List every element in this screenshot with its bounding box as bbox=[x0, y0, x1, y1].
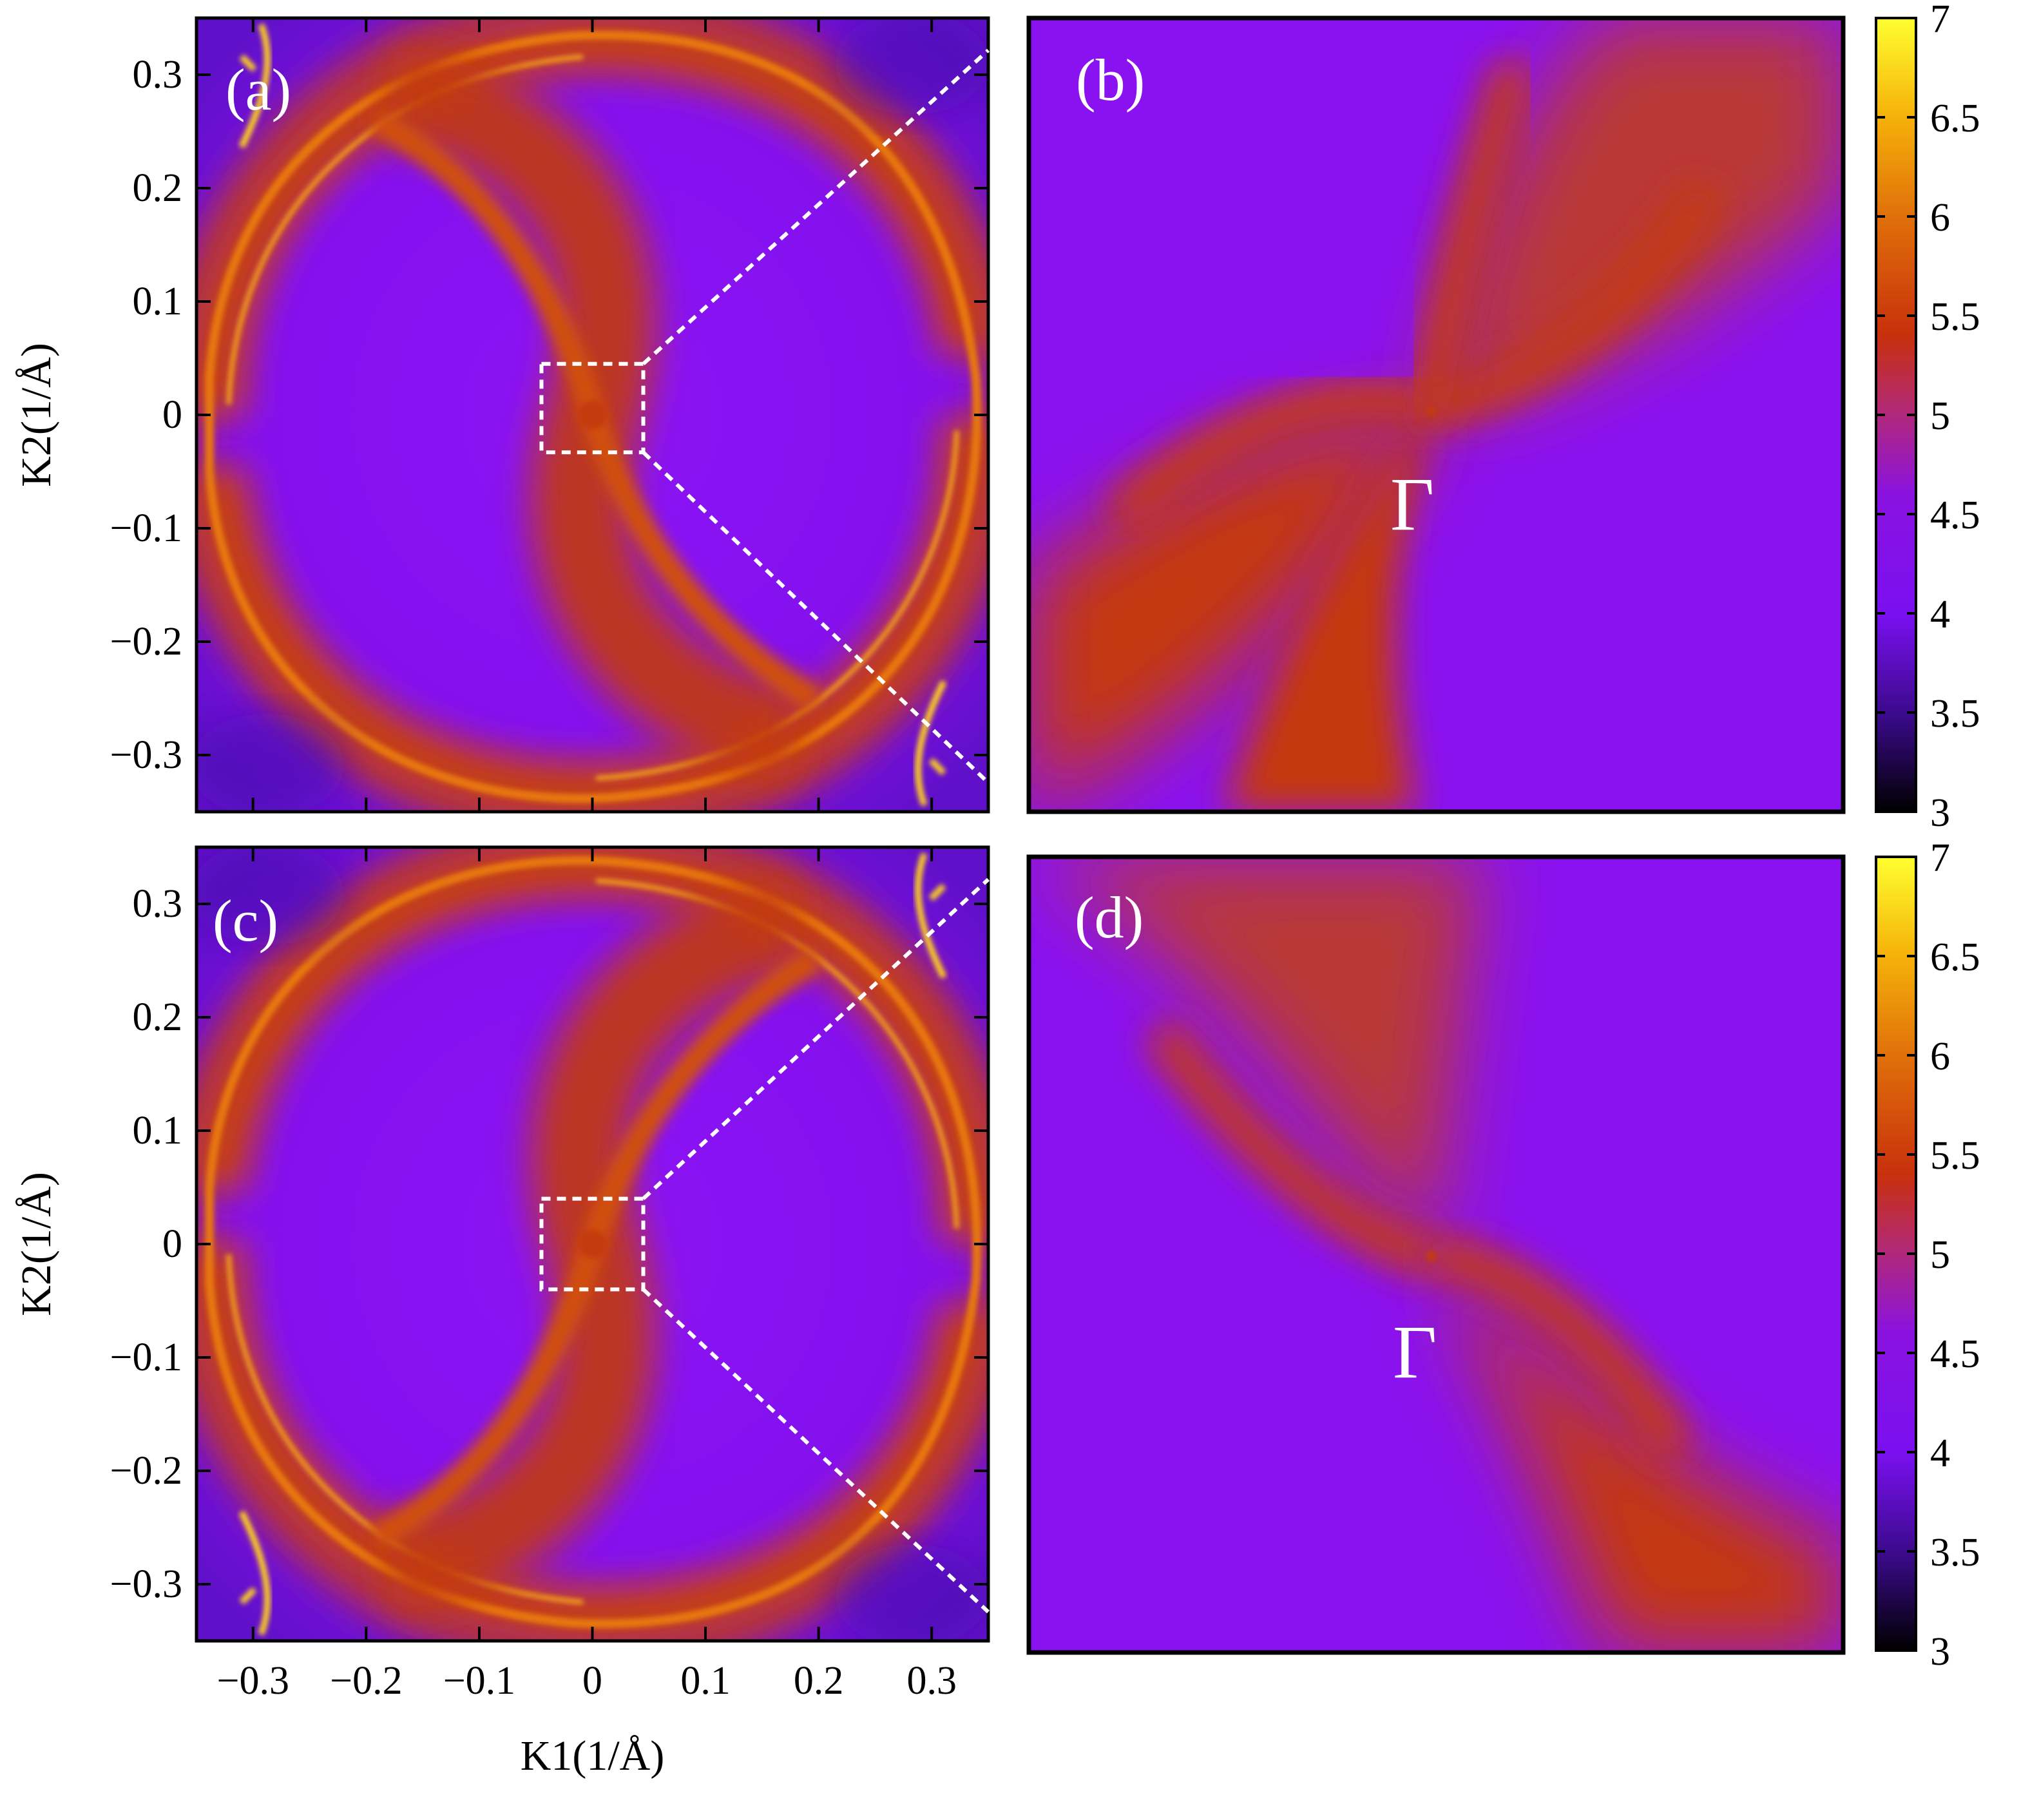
y-tick-label: −0.3 bbox=[110, 733, 182, 777]
colorbar-tick-label: 4.5 bbox=[1930, 493, 1980, 537]
panel-a-zoom-line-upper bbox=[642, 48, 990, 366]
panel-b-gamma-label: Γ bbox=[1390, 462, 1434, 546]
panel-c-ylabel: K2(1/Å) bbox=[13, 1172, 60, 1316]
y-tick-label: −0.2 bbox=[110, 620, 182, 664]
x-tick-label: −0.2 bbox=[330, 1659, 402, 1703]
y-tick-label: 0 bbox=[162, 1222, 182, 1266]
colorbar-tick-label: 6 bbox=[1930, 196, 1950, 240]
y-tick-label: 0.3 bbox=[133, 882, 183, 926]
colorbar-tick-label: 3.5 bbox=[1930, 1531, 1980, 1575]
colorbar-tick-label: 5.5 bbox=[1930, 1134, 1980, 1178]
y-tick-label: 0.2 bbox=[133, 995, 183, 1039]
panel-a-ylabel: K2(1/Å) bbox=[13, 343, 60, 487]
panel-a-label: (a) bbox=[225, 57, 291, 122]
colorbar-tick-label: 4 bbox=[1930, 593, 1950, 637]
y-tick-label: −0.1 bbox=[110, 1336, 182, 1379]
panel-b-frame bbox=[1026, 15, 1846, 814]
x-tick-label: 0.3 bbox=[906, 1659, 957, 1703]
x-tick-label: 0 bbox=[582, 1659, 602, 1703]
colorbar-tick-label: 6 bbox=[1930, 1035, 1950, 1078]
panel-c-heatmap bbox=[180, 832, 1005, 1656]
colorbar-tick-label: 3 bbox=[1930, 791, 1950, 835]
y-tick-label: 0.1 bbox=[133, 280, 183, 323]
panel-b: (b) Γ bbox=[1026, 15, 1846, 814]
x-tick-label: 0.2 bbox=[794, 1659, 844, 1703]
colorbar-tick-label: 3.5 bbox=[1930, 692, 1980, 736]
y-axis-title: K2(1/Å) bbox=[13, 1172, 60, 1316]
y-tick-label: −0.3 bbox=[110, 1562, 182, 1606]
panel-d: (d) Γ bbox=[1026, 854, 1846, 1655]
panel-b-heatmap bbox=[1029, 18, 1843, 812]
panel-d-gamma-label: Γ bbox=[1393, 1310, 1437, 1394]
colorbar-tick-label: 3 bbox=[1930, 1630, 1950, 1674]
panel-c-xlabel: K1(1/Å) bbox=[521, 1732, 665, 1779]
panel-c-zoom-box bbox=[539, 1196, 646, 1292]
x-tick-label: 0.1 bbox=[680, 1659, 731, 1703]
colorbar-tick-label: 7 bbox=[1930, 836, 1950, 880]
y-tick-label: 0 bbox=[162, 393, 182, 437]
colorbar-tick-label: 4.5 bbox=[1930, 1332, 1980, 1376]
colorbar-tick-label: 5 bbox=[1930, 394, 1950, 438]
panel-a-heatmap bbox=[180, 3, 1005, 827]
colorbar-bottom-ticks: 7 6.5 6 5.5 5 4.5 4 3.5 3 bbox=[1876, 836, 1980, 1674]
y-tick-label: −0.1 bbox=[110, 506, 182, 550]
colorbar-top: 7 6.5 6 5.5 5 4.5 4 3.5 3 bbox=[1875, 0, 1980, 835]
y-tick-label: 0.2 bbox=[133, 166, 183, 210]
colorbar-tick-label: 6.5 bbox=[1930, 97, 1980, 140]
colorbar-tick-label: 6.5 bbox=[1930, 935, 1980, 979]
x-tick-label: −0.1 bbox=[443, 1659, 515, 1703]
y-tick-label: −0.2 bbox=[110, 1449, 182, 1493]
panel-d-frame bbox=[1026, 854, 1846, 1655]
colorbar-tick-label: 5 bbox=[1930, 1233, 1950, 1277]
panel-c: 0.3 0.2 0.1 0 −0.1 −0.2 −0.3 −0.3 −0.2 −0.1 0 0.1 0.… bbox=[13, 832, 1005, 1779]
colorbar-top-ticks: 7 6.5 6 5.5 5 4.5 4 3.5 3 bbox=[1876, 0, 1980, 835]
panel-a-zoom-box bbox=[539, 361, 646, 455]
y-tick-label: 0.1 bbox=[133, 1109, 183, 1153]
panel-a-ticks: 0.3 0.2 0.1 0 −0.1 −0.2 −0.3 bbox=[110, 18, 988, 812]
panel-c-zoom-line-upper bbox=[642, 877, 990, 1200]
panel-d-heatmap bbox=[1029, 857, 1843, 1652]
panel-b-label: (b) bbox=[1076, 47, 1145, 113]
panel-a: 0.3 0.2 0.1 0 −0.1 −0.2 −0.3 (a) K2(1/Å) bbox=[13, 3, 1005, 827]
colorbar-bottom: 7 6.5 6 5.5 5 4.5 4 3.5 3 bbox=[1875, 836, 1980, 1674]
y-tick-label: 0.3 bbox=[133, 53, 183, 97]
x-tick-label: −0.3 bbox=[217, 1659, 289, 1703]
colorbar-tick-label: 4 bbox=[1930, 1432, 1950, 1475]
panel-c-zoom-line-lower bbox=[642, 1288, 990, 1614]
colorbar-tick-label: 5.5 bbox=[1930, 295, 1980, 339]
panel-c-label: (c) bbox=[213, 888, 278, 953]
colorbar-tick-label: 7 bbox=[1930, 0, 1950, 41]
panel-a-zoom-line-lower bbox=[642, 450, 990, 785]
x-axis-title: K1(1/Å) bbox=[521, 1732, 665, 1779]
panel-d-label: (d) bbox=[1075, 885, 1144, 950]
panel-c-ticks: 0.3 0.2 0.1 0 −0.1 −0.2 −0.3 −0.3 −0.2 −0.1 0 0.1 0.… bbox=[110, 847, 988, 1703]
y-axis-title: K2(1/Å) bbox=[13, 343, 60, 487]
